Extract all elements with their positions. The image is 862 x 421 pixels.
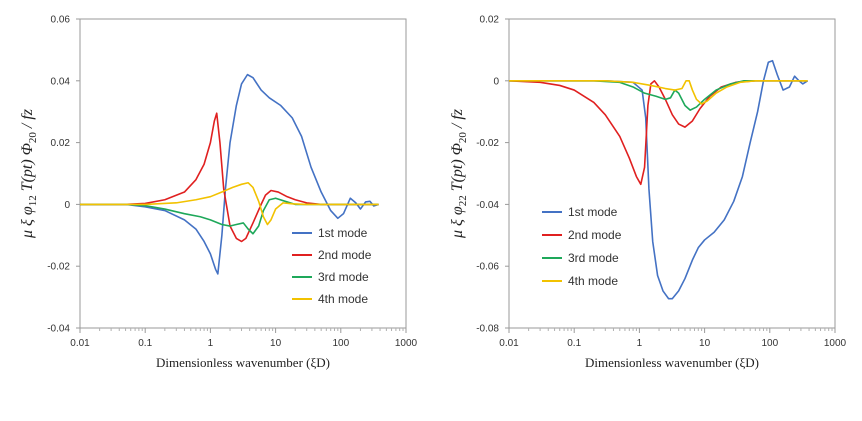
- plot-frame: [79, 18, 407, 329]
- y-axis-label: μ ξ φ22 T(pt) Φ20 / fz: [449, 108, 469, 239]
- series-line-2: [80, 112, 379, 243]
- y-tick-label: -0.06: [476, 262, 499, 273]
- x-tick-label: 0.01: [70, 338, 90, 349]
- y-tick-label: -0.02: [476, 138, 499, 149]
- legend-label: 2nd mode: [318, 248, 372, 262]
- legend-label: 1st mode: [568, 205, 618, 219]
- x-tick-label: 100: [761, 338, 778, 349]
- legend-label: 4th mode: [568, 274, 618, 288]
- plot-frame: [508, 18, 836, 329]
- legend: 1st mode 2nd mode 3rd mode 4th mode: [292, 226, 372, 306]
- x-tick-label: 1: [208, 338, 214, 349]
- legend-label: 2nd mode: [568, 228, 622, 242]
- chart-panel-2: -0.08 -0.06 -0.04 -0.02 0 0.02 0.01 0.1 1 10 100 10…: [449, 15, 847, 371]
- series-line-2: [508, 80, 808, 186]
- y-tick-label: 0: [64, 200, 70, 211]
- x-tick-label: 1000: [824, 338, 847, 349]
- y-tick-label: 0.02: [480, 15, 500, 26]
- legend-label: 4th mode: [318, 292, 368, 306]
- x-axis-label: Dimensionless wavenumber (ξD): [585, 355, 759, 370]
- y-tick-label: -0.04: [476, 200, 499, 211]
- x-tick-label: 0.01: [499, 338, 519, 349]
- x-tick-label: 100: [332, 338, 349, 349]
- y-tick-label: 0: [493, 76, 499, 87]
- x-tick-label: 10: [270, 338, 282, 349]
- series-line-3: [509, 80, 808, 111]
- y-tick-label: 0.02: [51, 138, 71, 149]
- series-line-1: [509, 59, 809, 300]
- legend-label: 3rd mode: [318, 270, 369, 284]
- x-tick-label: 0.1: [567, 338, 581, 349]
- y-tick-label: -0.04: [47, 324, 70, 335]
- x-tick-label: 1000: [395, 338, 418, 349]
- y-tick-label: 0.04: [51, 76, 71, 87]
- y-tick-label: -0.02: [47, 262, 70, 273]
- legend-label: 3rd mode: [568, 251, 619, 265]
- x-tick-label: 0.1: [138, 338, 152, 349]
- y-tick-label: 0.06: [51, 15, 71, 26]
- series-line-4: [509, 80, 808, 105]
- series-line-1: [80, 73, 379, 275]
- x-axis-label: Dimensionless wavenumber (ξD): [156, 355, 330, 370]
- legend: 1st mode 2nd mode 3rd mode 4th mode: [542, 205, 622, 288]
- y-tick-label: -0.08: [476, 324, 499, 335]
- series-line-4: [80, 181, 379, 226]
- y-axis-label: μ ξ φ12 T(pt) Φ20 / fz: [19, 108, 39, 239]
- x-tick-label: 10: [699, 338, 711, 349]
- legend-label: 1st mode: [318, 226, 368, 240]
- chart-panel-1: -0.04 -0.02 0 0.02 0.04 0.06 0.01 0.1 1 10 100 1000…: [19, 15, 418, 371]
- x-tick-label: 1: [637, 338, 643, 349]
